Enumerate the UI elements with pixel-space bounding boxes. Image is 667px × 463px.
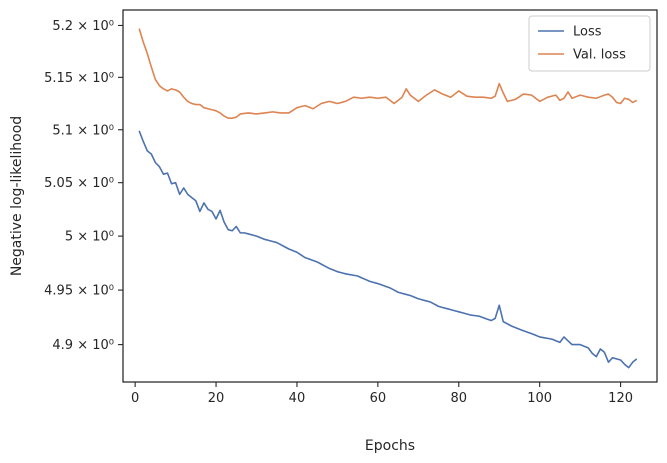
legend-box [528, 15, 651, 72]
x-tick-label: 60 [370, 391, 387, 406]
x-tick-label: 120 [608, 391, 633, 406]
series-line-loss [138, 130, 638, 369]
y-tick-label: 4.9 × 10⁰ [52, 338, 114, 353]
x-tick-label: 100 [527, 391, 552, 406]
legend-label: Val. loss [573, 48, 626, 63]
x-axis: 0 20 40 60 80 100 120 [131, 382, 633, 406]
series-layer [138, 28, 638, 369]
y-tick-label: 5.05 × 10⁰ [44, 176, 114, 191]
y-tick-label: 5.15 × 10⁰ [44, 71, 114, 86]
y-tick-label: 5.1 × 10⁰ [52, 123, 114, 138]
legend-label: Loss [573, 25, 602, 40]
y-tick-label: 5.2 × 10⁰ [52, 19, 114, 34]
plot-frame [122, 9, 658, 383]
y-axis-label: Negative log-likelihood [9, 116, 25, 276]
x-tick-label: 0 [131, 391, 139, 406]
x-tick-label: 20 [208, 391, 225, 406]
y-tick-label: 5 × 10⁰ [65, 230, 114, 245]
y-axis: 4.9 × 10⁰ 4.95 × 10⁰ 5 × 10⁰ 5.05 × 10⁰ 5.1 … [44, 19, 123, 353]
legend: Loss Val. loss [528, 15, 651, 72]
x-axis-label: Epochs [365, 438, 415, 454]
x-tick-label: 40 [289, 391, 306, 406]
series-line-val-loss [138, 28, 638, 119]
x-tick-label: 80 [450, 391, 467, 406]
y-tick-label: 4.95 × 10⁰ [44, 284, 114, 299]
